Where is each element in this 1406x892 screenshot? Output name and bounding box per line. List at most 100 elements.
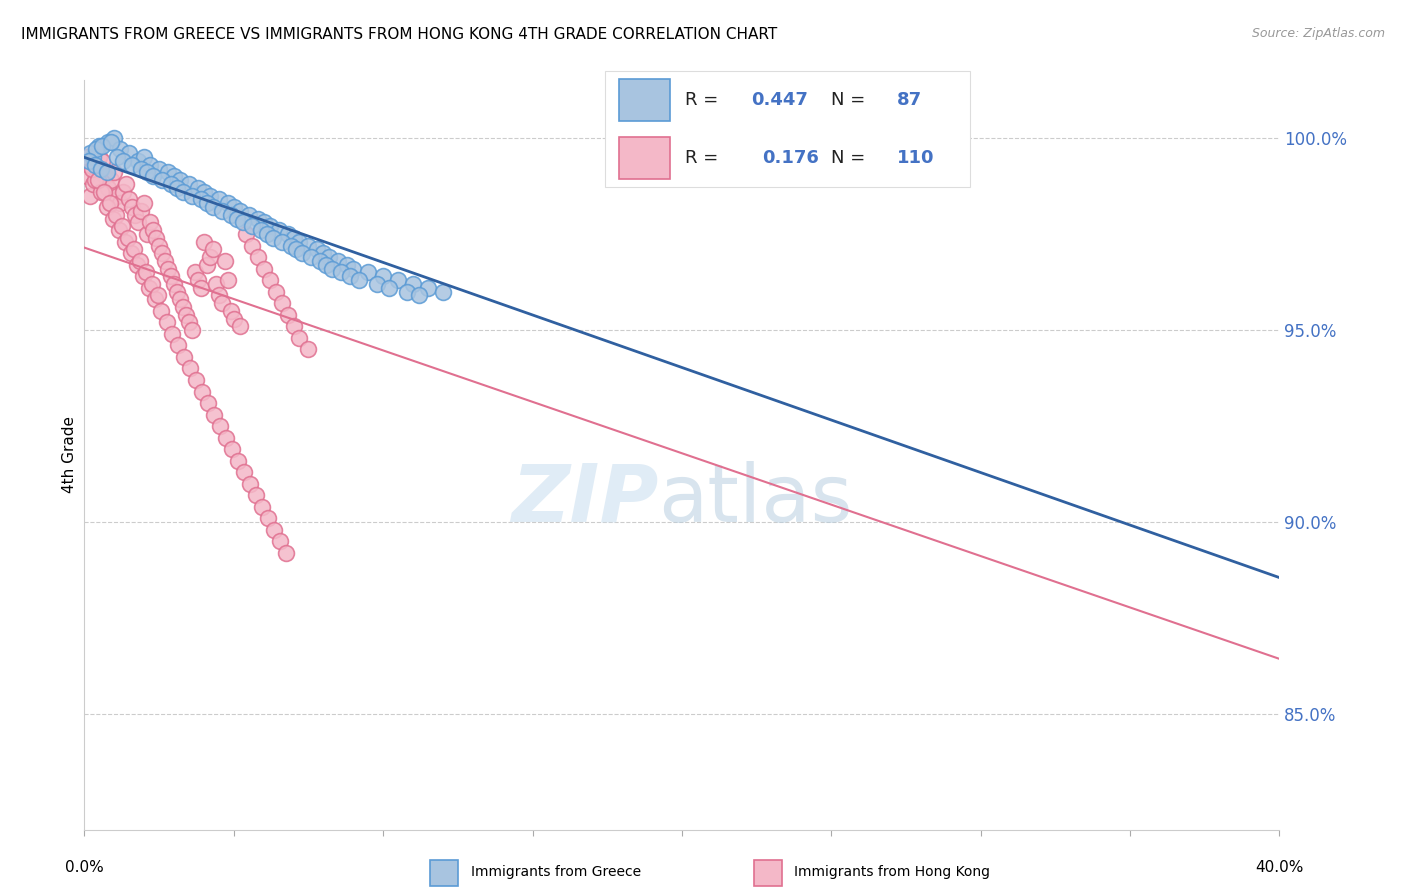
Point (174, 308, 197, 322)
Point (86, 143, 108, 157)
Point (139, 158, 162, 172)
Point (100, 173, 122, 187)
Point (112, 185, 135, 199)
Point (160, 177, 183, 191)
Point (105, 150, 128, 164)
Point (259, 219, 281, 234)
Point (103, 165, 125, 179)
Point (226, 453, 249, 467)
Point (118, 146, 141, 161)
Point (641, 127, 664, 141)
Point (105, 188, 128, 202)
Point (432, 285, 454, 299)
Point (139, 215, 162, 229)
Point (190, 281, 212, 295)
Point (90, 185, 112, 199)
Point (162, 326, 184, 341)
Point (148, 161, 170, 176)
Point (129, 203, 152, 218)
Point (82, 150, 104, 164)
Point (136, 165, 159, 179)
Point (285, 243, 308, 257)
Point (172, 300, 194, 314)
Point (235, 227, 257, 241)
Point (263, 523, 285, 537)
Point (155, 315, 177, 329)
Point (257, 511, 280, 525)
Text: 87: 87 (897, 91, 922, 110)
Point (239, 476, 262, 491)
Point (136, 227, 159, 241)
Point (246, 250, 269, 264)
Point (297, 238, 319, 252)
Point (315, 258, 337, 272)
Point (157, 261, 180, 276)
Point (125, 258, 148, 272)
Text: N =: N = (831, 91, 872, 110)
Point (277, 308, 299, 322)
Point (274, 546, 297, 560)
Point (110, 196, 132, 211)
Point (112, 153, 135, 168)
Point (86, 161, 108, 176)
Point (89, 138, 111, 153)
Point (89, 150, 111, 164)
Point (107, 223, 129, 237)
Point (160, 269, 183, 284)
Point (328, 253, 350, 268)
Point (145, 231, 167, 245)
Point (169, 173, 191, 187)
Point (195, 196, 218, 211)
Point (127, 153, 149, 168)
Point (129, 161, 152, 176)
Point (98, 196, 121, 211)
Point (253, 261, 276, 276)
Point (402, 277, 425, 291)
Point (262, 231, 284, 245)
Point (96, 200, 118, 214)
Point (132, 196, 156, 211)
Point (181, 323, 204, 337)
Point (103, 131, 125, 145)
Point (97, 181, 120, 195)
Point (114, 235, 136, 249)
Point (177, 315, 200, 329)
Point (312, 246, 335, 260)
Point (101, 211, 124, 226)
Point (270, 296, 292, 310)
Point (100, 135, 122, 149)
Point (87, 173, 110, 187)
Point (198, 250, 221, 264)
Point (115, 177, 138, 191)
Point (187, 273, 209, 287)
Point (118, 193, 141, 207)
FancyBboxPatch shape (605, 71, 970, 187)
Point (238, 208, 260, 222)
Point (288, 235, 311, 249)
Point (250, 500, 273, 514)
Point (349, 273, 371, 287)
Point (167, 338, 190, 352)
Point (146, 288, 169, 302)
Point (79, 188, 101, 202)
Point (177, 177, 200, 191)
Point (270, 235, 292, 249)
Point (79, 146, 101, 161)
Point (195, 258, 218, 272)
Point (256, 227, 278, 241)
Point (110, 143, 132, 157)
Text: 40.0%: 40.0% (1256, 860, 1303, 874)
Point (76, 169, 98, 184)
Point (193, 235, 215, 249)
FancyBboxPatch shape (754, 861, 782, 886)
Point (232, 215, 254, 229)
Text: R =: R = (685, 91, 724, 110)
Point (208, 288, 231, 302)
Point (301, 250, 323, 264)
Point (120, 246, 142, 260)
Point (222, 311, 245, 326)
Text: 0.447: 0.447 (751, 91, 807, 110)
Point (246, 211, 269, 226)
Point (148, 238, 170, 252)
Point (150, 173, 173, 187)
